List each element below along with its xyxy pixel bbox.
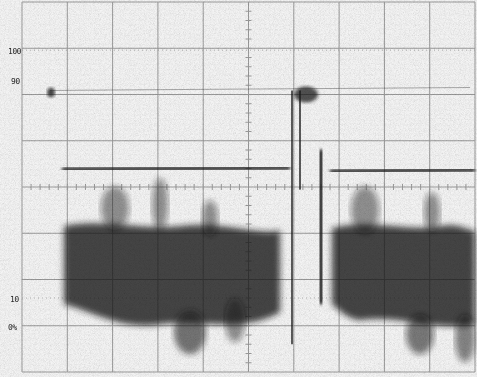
label-100: 100 bbox=[8, 47, 21, 56]
label-90: 90 bbox=[11, 77, 20, 86]
label-0: 0% bbox=[8, 323, 17, 332]
label-10: 10 bbox=[10, 295, 19, 304]
